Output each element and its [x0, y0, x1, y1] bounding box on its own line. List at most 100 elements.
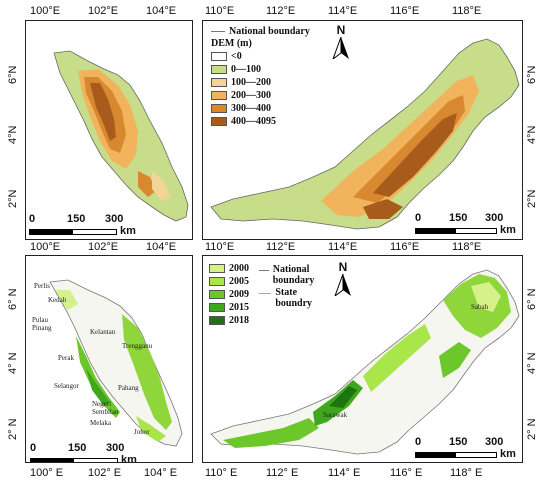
place-johor: Johor — [134, 428, 150, 436]
map-panel-borneo-dem: National boundary DEM (m) <0 0—100 100—2… — [202, 20, 523, 240]
lat-label: 2°N — [526, 189, 538, 208]
lat-label: 4° N — [7, 352, 19, 374]
borneo-landmass — [210, 38, 520, 230]
north-arrow-icon — [331, 36, 349, 61]
borneo-highland-300 — [353, 95, 465, 203]
national-boundary-legend: National boundary — [259, 264, 329, 286]
dem-legend-label: 400—4095 — [231, 116, 276, 127]
scale-unit: km — [500, 224, 516, 236]
borneo-outline — [210, 269, 520, 455]
north-label: N — [336, 23, 346, 37]
peninsula-highland-400 — [90, 83, 116, 141]
borneo-forest-sabah-light — [471, 282, 501, 312]
scale-bar-top-right: 0 150 300 km — [415, 212, 519, 236]
peninsula-highland-south — [152, 171, 170, 201]
peninsula-forest-north — [56, 290, 78, 310]
borneo-forest-sarawak-dark — [329, 386, 357, 408]
scale-bar-top-left: 0 150 300 km — [29, 213, 139, 237]
lon-label: 118°E — [452, 5, 482, 17]
year-legend-item: 2015 — [209, 301, 249, 314]
peninsula-forest-west — [76, 336, 120, 418]
dem-legend-label: 100—200 — [231, 77, 271, 88]
lon-label: 102°E — [88, 241, 119, 253]
scale-bar-bottom-left: 0 150 300 km — [30, 442, 140, 463]
lon-label: 116°E — [390, 241, 420, 253]
lat-label: 6°N — [7, 65, 19, 84]
borneo-forest-sarawak-w — [223, 418, 319, 448]
peninsula-forest-map — [49, 279, 183, 447]
scale-bar-graphic — [30, 457, 118, 462]
scale-mid: 150 — [67, 213, 86, 225]
dem-swatch — [211, 117, 227, 126]
dem-swatch — [211, 65, 227, 74]
place-kedah: Kedah — [48, 296, 67, 304]
scale-zero: 0 — [29, 213, 36, 225]
scale-bar-graphic — [415, 451, 497, 458]
lon-label: 104° E — [144, 467, 178, 479]
dem-legend-label: 0—100 — [231, 64, 261, 75]
year-legend-item: 2000 — [209, 262, 249, 275]
dem-legend-item: 0—100 — [211, 63, 310, 76]
borneo-highland-south — [363, 199, 403, 219]
scale-unit: km — [121, 454, 137, 463]
map-panel-peninsula-dem — [25, 20, 193, 240]
lon-label: 102° E — [88, 467, 122, 479]
lon-label: 110°E — [205, 241, 235, 253]
borneo-forest-interior — [363, 324, 431, 392]
borneo-highland-400 — [373, 113, 457, 197]
scale-end: 300 — [105, 213, 124, 225]
year-legend-label: 2000 — [229, 263, 249, 274]
peninsula-forest-dark — [86, 368, 110, 406]
dem-swatch — [211, 52, 227, 61]
year-legend-item: 2009 — [209, 288, 249, 301]
lon-label: 118° E — [450, 467, 483, 479]
place-pulau-pinang: Pulau Pinang — [32, 316, 52, 332]
boundary-legend: National boundary State boundry — [259, 264, 329, 309]
peninsula-highland-east — [138, 171, 156, 197]
scale-mid: 150 — [68, 442, 87, 454]
dem-legend-item: 200—300 — [211, 89, 310, 102]
lon-label: 104°E — [146, 241, 177, 253]
scale-bar-graphic — [415, 227, 497, 234]
lon-label: 110°E — [205, 5, 235, 17]
year-legend-label: 2009 — [229, 289, 249, 300]
scale-end: 300 — [106, 442, 125, 454]
scale-end: 300 — [485, 436, 504, 448]
lon-label: 114°E — [328, 5, 358, 17]
place-perlis: Perlis — [34, 282, 50, 290]
lat-label: 2° N — [7, 418, 19, 440]
state-boundary-label: State boundry — [275, 287, 313, 309]
place-sarawak: Sarawak — [323, 411, 348, 419]
lat-label: 6° N — [7, 288, 19, 310]
place-perak: Perak — [58, 354, 74, 362]
scale-unit: km — [120, 225, 136, 237]
borneo-forest-map — [210, 269, 520, 455]
place-sabah: Sabah — [471, 303, 489, 311]
dem-legend-item: 300—400 — [211, 102, 310, 115]
lon-label: 118°E — [452, 241, 482, 253]
map-panel-peninsula-forest: Perlis Kedah Pulau Pinang Kelantan Treng… — [25, 255, 193, 463]
national-boundary-label: National boundary — [272, 264, 315, 286]
scale-bar-graphic — [29, 228, 117, 235]
scale-zero: 0 — [30, 442, 37, 454]
north-arrow-icon — [333, 273, 351, 298]
year-legend-label: 2018 — [229, 315, 249, 326]
year-swatch — [209, 277, 225, 286]
scale-unit: km — [500, 448, 516, 460]
dem-legend-title: DEM (m) — [211, 38, 252, 49]
lon-label: 102°E — [88, 5, 119, 17]
scale-mid: 150 — [449, 436, 468, 448]
dem-legend-item: <0 — [211, 50, 310, 63]
scale-zero: 0 — [415, 436, 422, 448]
place-negeri-sembilan: Negeri Sembilan — [92, 400, 119, 416]
lat-label: 6° N — [526, 288, 538, 310]
lon-label: 116° E — [390, 467, 423, 479]
year-legend-item: 2018 — [209, 314, 249, 327]
year-legend: 2000 2005 2009 2015 2018 — [209, 262, 249, 327]
lon-label: 112°E — [266, 5, 296, 17]
dem-swatch — [211, 104, 227, 113]
national-boundary-line-icon — [259, 270, 269, 271]
place-pahang: Pahang — [118, 384, 139, 392]
year-swatch — [209, 316, 225, 325]
lat-label: 4°N — [7, 125, 19, 144]
